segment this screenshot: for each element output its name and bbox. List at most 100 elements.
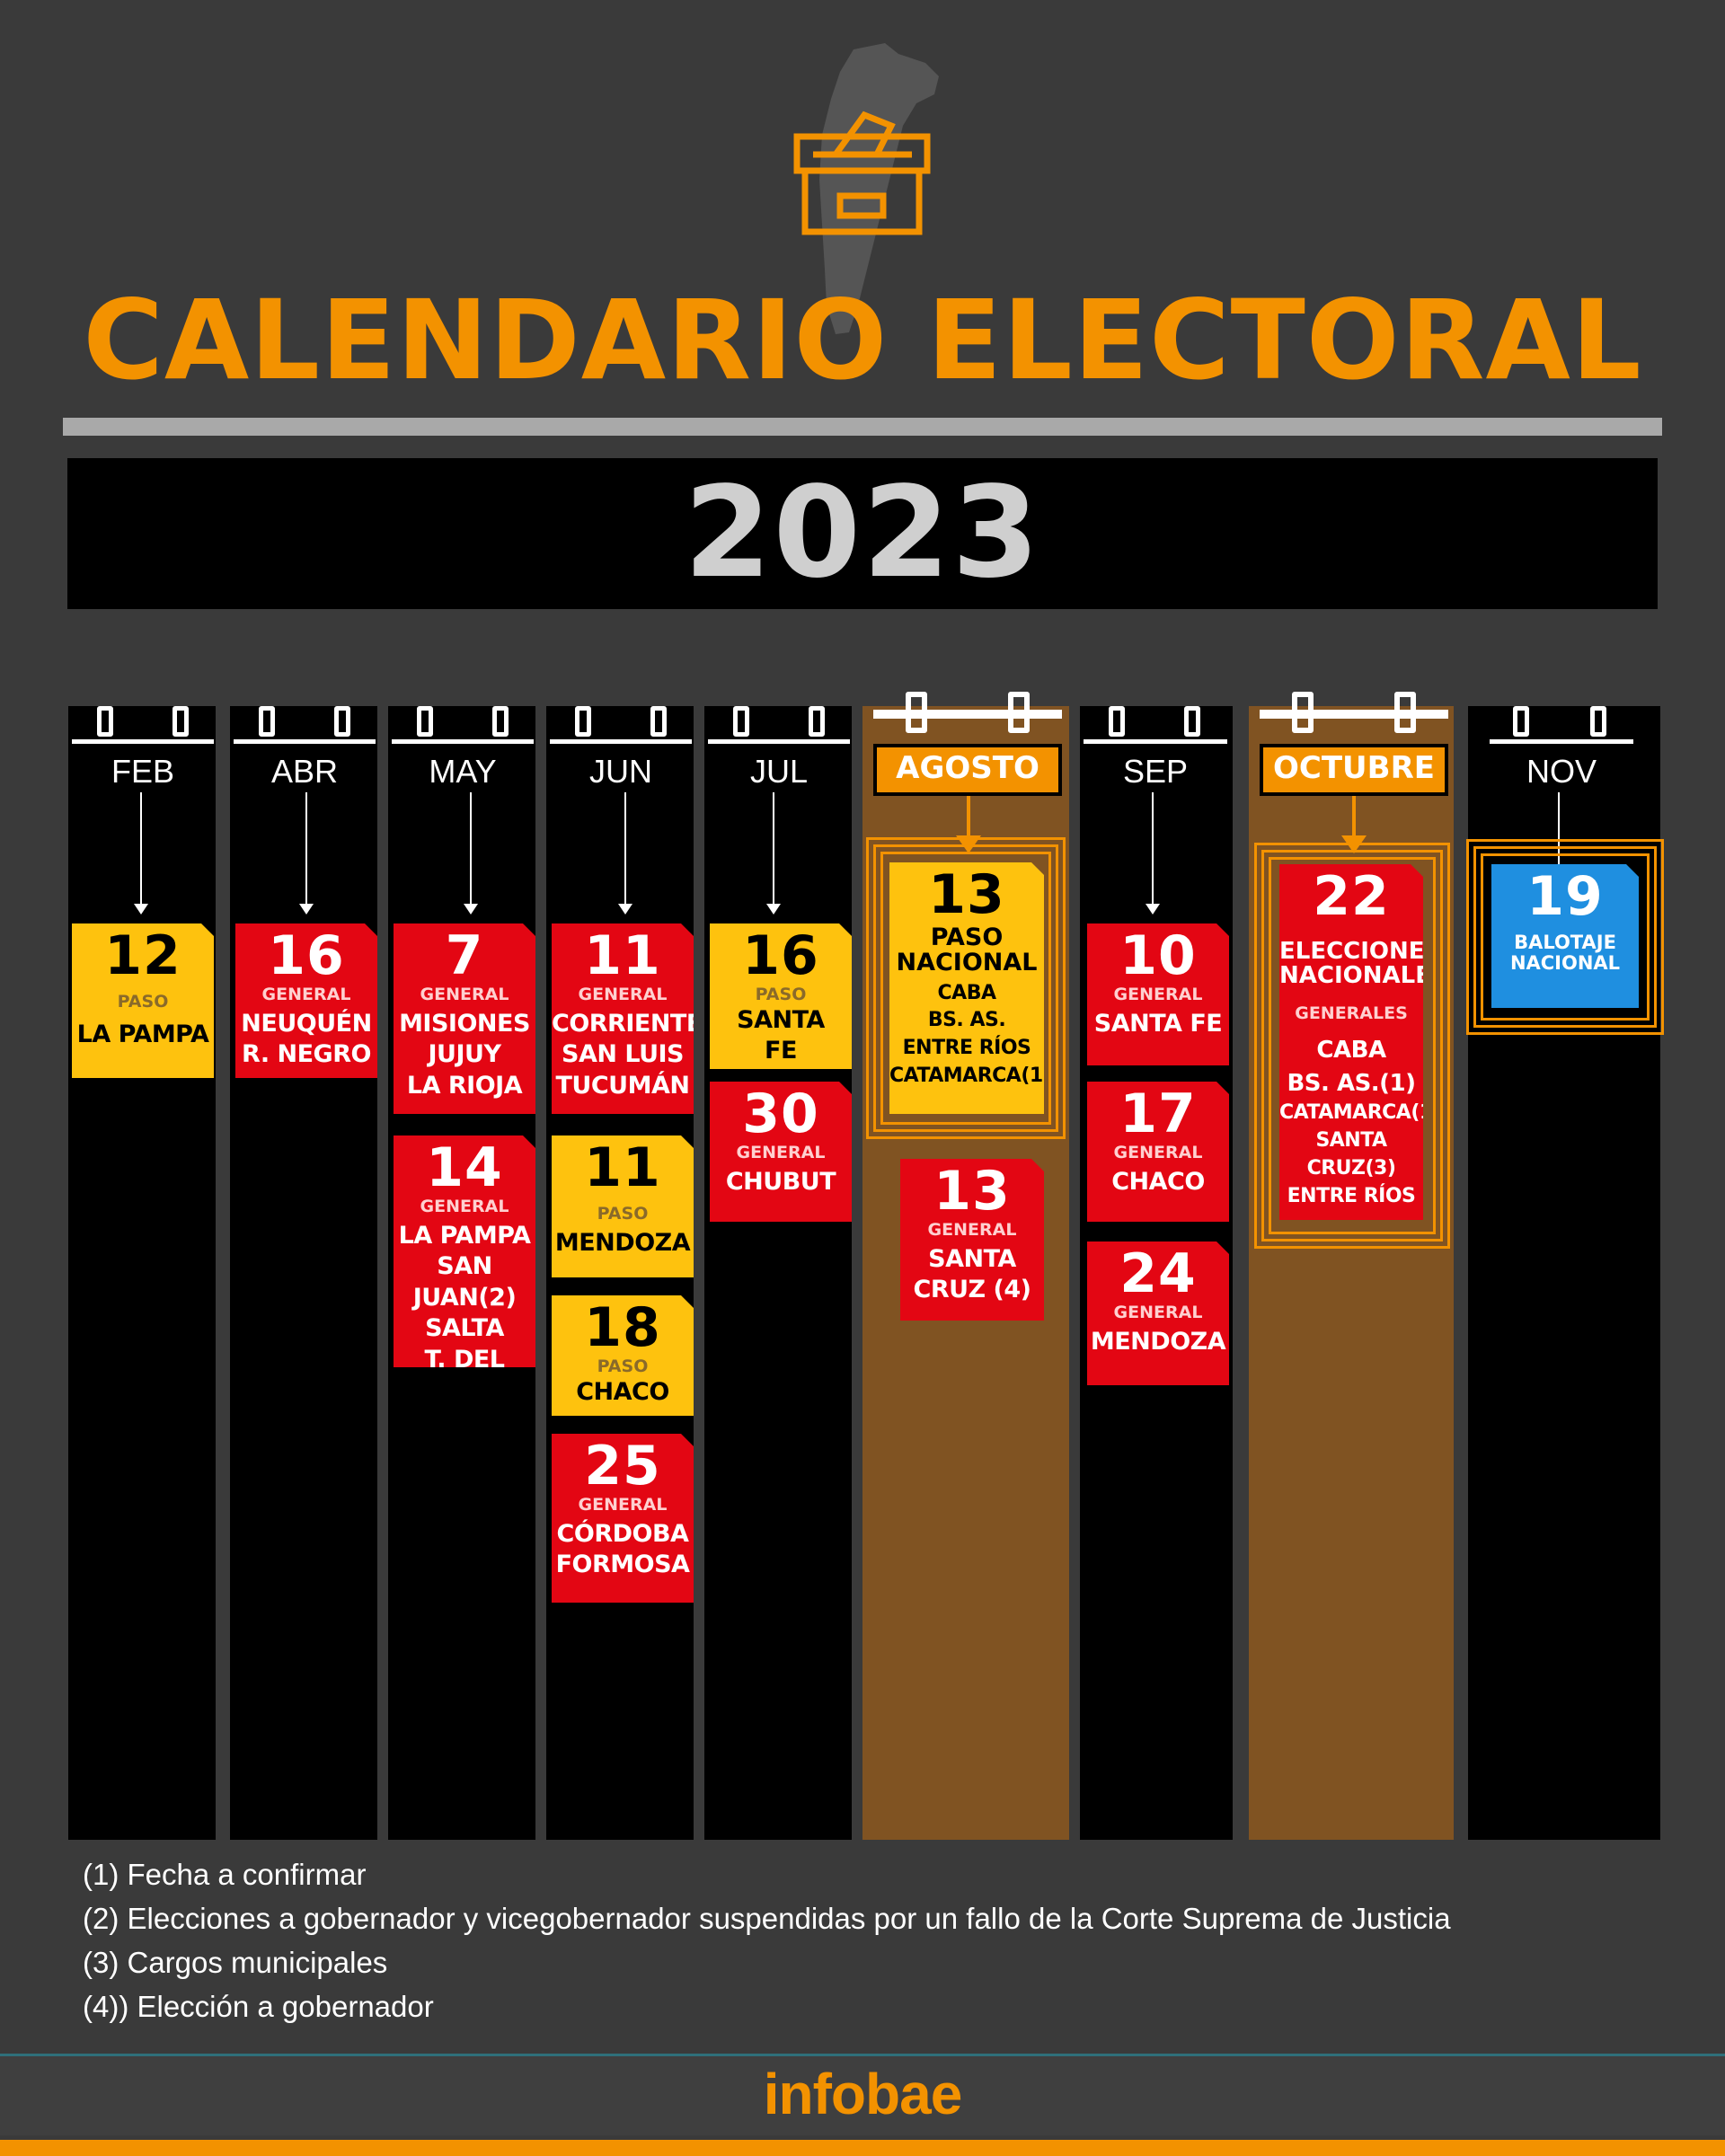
event-type: PASO (597, 1204, 649, 1224)
event-day: 7 (445, 924, 484, 987)
event-card: 10 GENERAL SANTA FE (1087, 923, 1229, 1065)
column-header-rule (72, 739, 214, 744)
event-card: 13 GENERAL SANTA CRUZ (4) (900, 1159, 1044, 1321)
calendar-ring-icon (172, 706, 189, 737)
event-day: 17 (1119, 1082, 1197, 1145)
footer-divider (0, 2054, 1725, 2056)
arrow-line (1352, 796, 1356, 839)
month-label-feb: FEB (111, 753, 174, 790)
column-header-rule (1490, 739, 1633, 744)
highlight-frame (880, 852, 1051, 1125)
calendar-ring-icon (1184, 706, 1200, 737)
month-label-oct: OCTUBRE (1260, 744, 1448, 796)
event-places: LA PAMPA (76, 1020, 209, 1048)
event-card: 22 ELECCIONES NACIONALES GENERALES CABA … (1279, 864, 1423, 1220)
event-day: 16 (268, 924, 345, 987)
event-card: 14 GENERAL LA PAMPA SAN JUAN(2) SALTA T.… (394, 1135, 535, 1367)
event-day: 30 (742, 1082, 819, 1145)
arrow-line (773, 792, 774, 909)
event-type: GENERAL (420, 985, 509, 1004)
column-header-rule (550, 739, 692, 744)
column-header-rule (234, 739, 376, 744)
event-type: GENERAL (1113, 985, 1203, 1004)
highlight-frame (873, 844, 1058, 1132)
calendar-ring-icon (1109, 706, 1125, 737)
footnote: (1) Fecha a confirmar (83, 1858, 367, 1891)
event-places: CORRIENTES SAN LUIS TUCUMÁN (552, 1009, 720, 1100)
month-column-jul (704, 706, 852, 1840)
event-type: GENERAL (1113, 1303, 1203, 1322)
argentina-map-icon (819, 43, 939, 334)
event-card: 13 PASO NACIONAL CABA BS. AS. ENTRE RÍOS… (889, 862, 1044, 1114)
event-type: GENERAL (578, 1495, 668, 1515)
calendar-ring-icon (809, 706, 825, 737)
event-type: PASO (597, 1356, 649, 1376)
highlight-frame (1466, 839, 1664, 1035)
event-type: PASO (755, 985, 807, 1004)
calendar-ring-icon (575, 706, 591, 737)
arrow-down-icon (299, 904, 314, 915)
month-label-jul: JUL (749, 753, 809, 790)
arrow-down-icon (134, 904, 148, 915)
footnotes: (1) Fecha a confirmar (2) Elecciones a g… (83, 1852, 1451, 2028)
event-card: 24 GENERAL MENDOZA (1087, 1241, 1229, 1385)
event-day: 25 (584, 1435, 661, 1498)
event-day: 13 (933, 1160, 1011, 1223)
event-card: 16 PASO SANTA FE (710, 923, 852, 1069)
event-places: SANTA CRUZ (4) (913, 1244, 1031, 1304)
event-card: 11 PASO MENDOZA (552, 1135, 694, 1277)
highlight-frame (1254, 843, 1450, 1249)
column-header-rule (708, 739, 850, 744)
arrow-down-icon (464, 904, 478, 915)
year-banner: 2023 (67, 458, 1658, 609)
event-type: GENERAL (736, 1143, 826, 1162)
event-day: 11 (584, 1136, 661, 1199)
event-type: PASO (117, 992, 169, 1012)
arrow-down-icon (766, 904, 781, 915)
event-card: 25 GENERAL CÓRDOBA FORMOSA (552, 1434, 694, 1603)
bottom-accent-bar (0, 2140, 1725, 2156)
arrow-line (305, 792, 307, 909)
event-day: 13 (928, 863, 1005, 926)
arrow-line (140, 792, 142, 909)
event-card: 12 PASO LA PAMPA (72, 923, 214, 1078)
column-header-rule (392, 739, 534, 744)
event-type: GENERAL (578, 985, 668, 1004)
event-card: 11 GENERAL CORRIENTES SAN LUIS TUCUMÁN (552, 923, 694, 1114)
event-places: CÓRDOBA FORMOSA (555, 1519, 690, 1579)
event-card: 16 GENERAL NEUQUÉN R. NEGRO (235, 923, 377, 1078)
event-day: 12 (104, 924, 181, 987)
event-day: 24 (1119, 1242, 1197, 1305)
event-type: GENERALES (1295, 1003, 1408, 1023)
highlight-frame (1473, 846, 1657, 1028)
month-label-jun: JUN (589, 753, 652, 790)
event-type: GENERAL (420, 1197, 509, 1216)
ballot-box-icon (793, 110, 931, 235)
month-label-ago: AGOSTO (873, 744, 1062, 796)
event-headline: PASO NACIONAL (896, 923, 1038, 977)
event-places: MENDOZA (1090, 1327, 1226, 1356)
arrow-line (1152, 792, 1154, 909)
header-illustration (793, 43, 939, 334)
column-header-rule (1260, 710, 1448, 719)
calendar-ring-icon (1590, 706, 1606, 737)
event-card: 17 GENERAL CHACO (1087, 1082, 1229, 1222)
event-places: CHACO (576, 1377, 669, 1406)
event-card: 30 GENERAL CHUBUT (710, 1082, 852, 1222)
title-divider (63, 418, 1662, 436)
page-title: CALENDARIO ELECTORAL (83, 277, 1642, 404)
footnote: (2) Elecciones a gobernador y vicegobern… (83, 1902, 1451, 1935)
month-column-abr (230, 706, 377, 1840)
event-places: SANTA FE (1093, 1009, 1223, 1038)
highlight-frame (866, 837, 1066, 1139)
footnote: (4)) Elección a gobernador (83, 1990, 434, 2023)
calendar-ring-icon (417, 706, 433, 737)
event-day: 18 (584, 1296, 661, 1359)
calendar-ring-icon (334, 706, 350, 737)
arrow-down-icon (618, 904, 632, 915)
event-places: CHACO (1111, 1167, 1205, 1196)
event-day: 22 (1313, 865, 1390, 928)
column-header-rule (873, 710, 1062, 719)
column-header-rule (1084, 739, 1227, 744)
event-places: NEUQUÉN R. NEGRO (241, 1009, 372, 1069)
